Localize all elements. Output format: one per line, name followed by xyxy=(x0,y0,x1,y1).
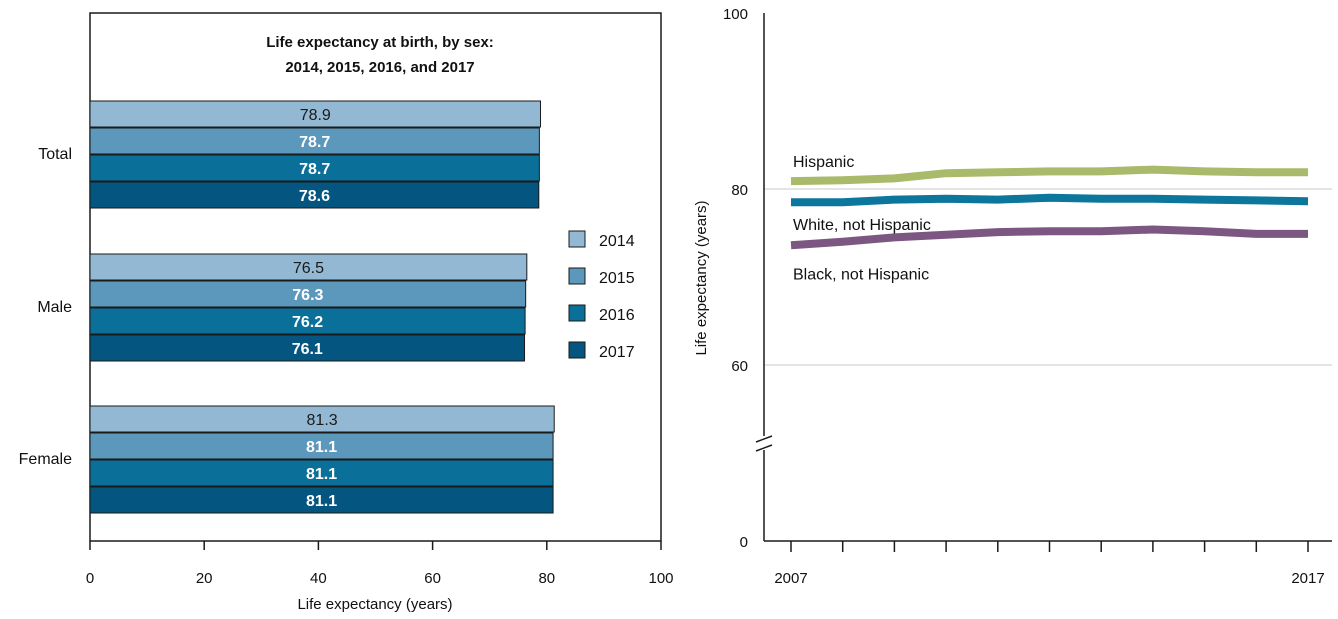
bar-value-label-female-2017: 81.1 xyxy=(306,493,337,510)
category-labels: Total Male Female xyxy=(19,146,72,468)
bar-male-2016 xyxy=(89,307,526,335)
x-tick-label-100: 100 xyxy=(648,570,673,587)
y-tick-label-80: 80 xyxy=(731,182,748,199)
x-tick-label-2007: 2007 xyxy=(774,570,807,587)
axis-break-line-bottom xyxy=(755,444,773,452)
bar-female-2015 xyxy=(89,432,554,460)
series-label-hispanic: Hispanic xyxy=(793,154,854,171)
y-tick-label-100: 100 xyxy=(723,6,748,23)
x-tick-label-60: 60 xyxy=(424,570,441,587)
bar-value-label-male-2014: 76.5 xyxy=(293,260,324,277)
line-hispanic xyxy=(790,165,1308,186)
legend-swatch-2015 xyxy=(568,267,586,285)
series-label-black-not-hispanic: Black, not Hispanic xyxy=(793,266,929,283)
x-tick-label-80: 80 xyxy=(538,570,555,587)
line-black-not-hispanic xyxy=(790,225,1308,250)
bar-chart-subtitle: 2014, 2015, 2016, and 2017 xyxy=(285,59,474,76)
bar-value-label-total-2014: 78.9 xyxy=(300,107,331,124)
line-chart-y-axis-label: Life expectancy (years) xyxy=(693,200,710,355)
axis-break-marker xyxy=(755,435,773,452)
bar-value-label-total-2016: 78.7 xyxy=(299,161,330,178)
bar-male-2015 xyxy=(89,280,527,308)
legend-label-2016: 2016 xyxy=(599,307,635,324)
bar-value-label-total-2015: 78.7 xyxy=(299,134,330,151)
x-tick-label-20: 20 xyxy=(196,570,213,587)
legend-label-2015: 2015 xyxy=(599,270,635,287)
bar-value-label-female-2015: 81.1 xyxy=(306,439,337,456)
x-axis-ticks: 0 20 40 60 80 100 xyxy=(86,541,674,587)
y-tick-label-0: 0 xyxy=(740,534,748,551)
bar-value-label-total-2017: 78.6 xyxy=(299,188,330,205)
bar-group xyxy=(89,100,555,514)
y-tick-label-60: 60 xyxy=(731,358,748,375)
bar-chart-panel: Life expectancy at birth, by sex: 2014, … xyxy=(19,12,674,613)
grid-lines xyxy=(764,188,1332,366)
series-lines xyxy=(790,165,1309,250)
legend-swatch-2014 xyxy=(568,230,586,248)
x-tick-label-0: 0 xyxy=(86,570,94,587)
line-white-not-hispanic xyxy=(791,193,1309,207)
legend-label-2017: 2017 xyxy=(599,344,635,361)
bar-value-label-female-2016: 81.1 xyxy=(306,466,337,483)
bar-male-2017 xyxy=(89,334,526,362)
bar-female-2017 xyxy=(89,486,554,514)
category-label-female: Female xyxy=(19,451,72,468)
legend: 2014 2015 2016 2017 xyxy=(568,230,635,361)
legend-swatch-2016 xyxy=(568,304,586,322)
bar-chart-x-axis-label: Life expectancy (years) xyxy=(297,596,452,613)
bar-chart-title: Life expectancy at birth, by sex: xyxy=(266,34,494,51)
series-labels: Hispanic White, not Hispanic Black, not Hi… xyxy=(793,154,931,283)
axis-break-line-top xyxy=(755,435,773,443)
bar-male-2014 xyxy=(89,253,528,281)
bar-total-2014 xyxy=(89,100,542,128)
legend-swatch-2017 xyxy=(568,341,586,359)
line-chart-panel: 0 60 80 100 2007 2017 Hispanic White, not His… xyxy=(693,6,1332,587)
bar-total-2015 xyxy=(89,127,540,155)
bar-value-label-female-2014: 81.3 xyxy=(307,412,338,429)
y-axis-ticks: 0 60 80 100 xyxy=(723,6,748,551)
bar-value-labels: 78.9 78.7 78.7 78.6 76.5 76.3 76.2 76.1 81.3 81.1… xyxy=(292,107,338,510)
bar-value-label-male-2017: 76.1 xyxy=(292,341,323,358)
bar-total-2017 xyxy=(89,181,540,209)
bar-female-2014 xyxy=(89,405,555,433)
x-tick-label-2017: 2017 xyxy=(1291,570,1324,587)
bar-value-label-male-2015: 76.3 xyxy=(292,287,323,304)
x-axis-ticks-line-chart: 2007 2017 xyxy=(774,541,1325,587)
x-tick-label-40: 40 xyxy=(310,570,327,587)
bar-total-2016 xyxy=(89,154,540,182)
category-label-total: Total xyxy=(38,146,72,163)
bar-female-2016 xyxy=(89,459,554,487)
bar-value-label-male-2016: 76.2 xyxy=(292,314,323,331)
series-label-white-not-hispanic: White, not Hispanic xyxy=(793,217,931,234)
category-label-male: Male xyxy=(37,299,72,316)
legend-label-2014: 2014 xyxy=(599,233,635,250)
